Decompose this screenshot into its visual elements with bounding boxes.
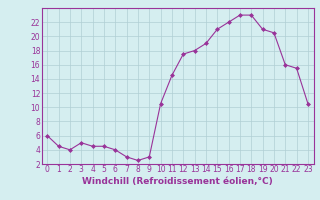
X-axis label: Windchill (Refroidissement éolien,°C): Windchill (Refroidissement éolien,°C) — [82, 177, 273, 186]
